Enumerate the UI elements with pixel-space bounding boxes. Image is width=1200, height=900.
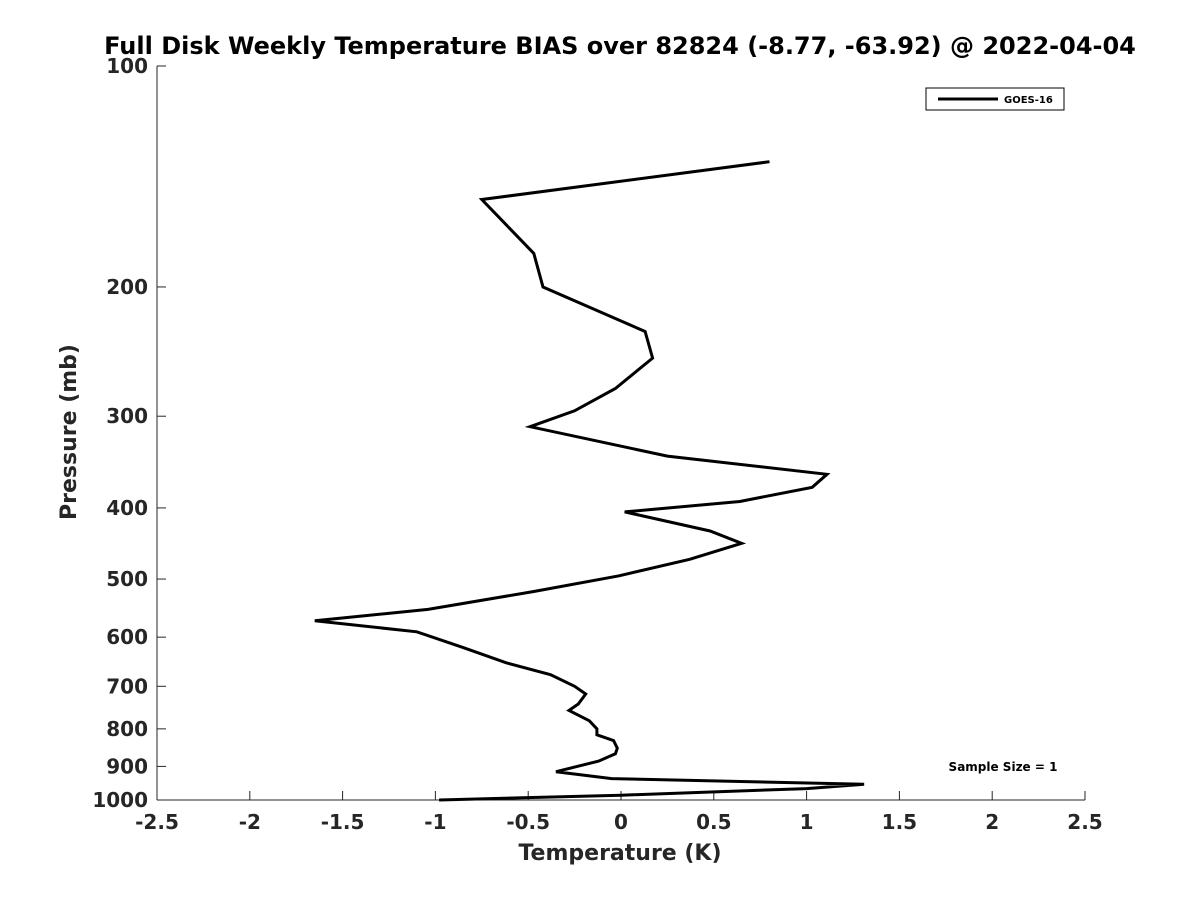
- x-axis-ticks: -2.5 -2 -1.5 -1 -0.5 0 0.5 1 1.5 2 2.5: [135, 791, 1103, 834]
- y-tick-label: 200: [106, 275, 148, 299]
- y-tick-label: 400: [106, 496, 148, 520]
- x-tick-label: 1: [800, 810, 814, 834]
- axes: [156, 66, 1085, 801]
- y-tick-label: 800: [106, 717, 148, 741]
- x-tick-label: -2: [239, 810, 261, 834]
- y-tick-label: 500: [106, 567, 148, 591]
- x-tick-label: -1: [424, 810, 446, 834]
- legend: GOES-16: [925, 87, 1065, 111]
- x-tick-label: -1.5: [321, 810, 365, 834]
- x-tick-label: -2.5: [135, 810, 179, 834]
- x-tick-label: 2: [985, 810, 999, 834]
- y-axis-ticks: 100 200 300 400 500 600 700 800 900 1000: [92, 54, 166, 812]
- y-tick-label: 700: [106, 674, 148, 698]
- legend-label-goes-16: GOES-16: [1004, 95, 1053, 106]
- chart-title: Full Disk Weekly Temperature BIAS over 8…: [104, 32, 1136, 60]
- sample-size-annotation: Sample Size = 1: [949, 760, 1058, 774]
- y-tick-label: 900: [106, 754, 148, 778]
- x-axis-label: Temperature (K): [518, 841, 721, 866]
- x-tick-label: 0.5: [696, 810, 731, 834]
- x-tick-label: -0.5: [506, 810, 550, 834]
- x-tick-label: 1.5: [882, 810, 917, 834]
- y-tick-label: 1000: [92, 788, 148, 812]
- y-tick-label: 100: [106, 54, 148, 78]
- x-tick-label: 2.5: [1067, 810, 1102, 834]
- y-tick-label: 300: [106, 404, 148, 428]
- x-tick-label: 0: [614, 810, 628, 834]
- y-axis-label: Pressure (mb): [57, 344, 82, 520]
- series-line-goes-16: [314, 160, 865, 802]
- y-tick-label: 600: [106, 625, 148, 649]
